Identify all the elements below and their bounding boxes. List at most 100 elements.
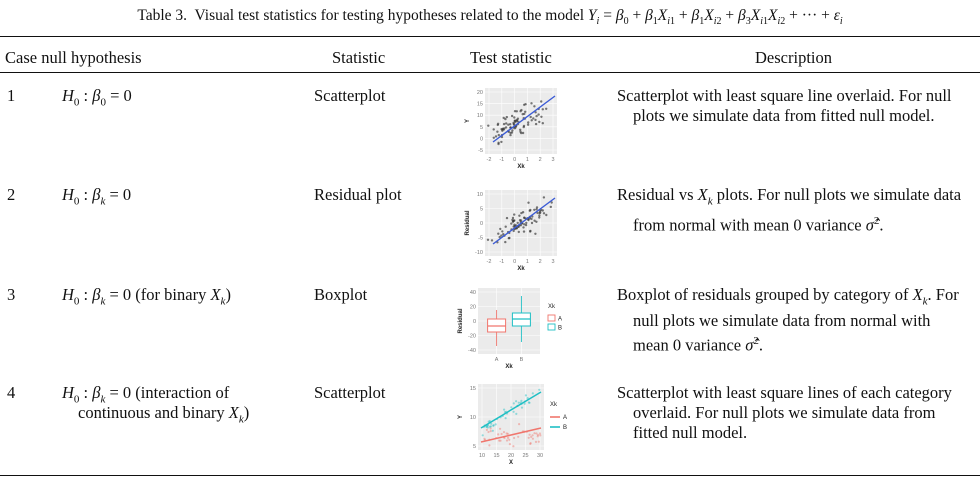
data-point: [536, 435, 539, 438]
regression-line-b: [480, 391, 542, 429]
x-tick-label: 25: [522, 453, 528, 459]
case-number: 1: [7, 86, 16, 105]
data-point: [530, 102, 533, 105]
y-tick-label: -40: [468, 348, 476, 354]
legend-key: [547, 314, 556, 322]
x-tick-label: 1: [526, 259, 529, 265]
data-point: [492, 424, 495, 427]
hypothesis: H0 : βk = 0: [62, 185, 132, 208]
data-point: [513, 116, 516, 119]
description: Residual vs Xk plots. For null plots we …: [617, 185, 962, 235]
x-tick-label: B: [520, 357, 524, 363]
data-point: [507, 123, 510, 126]
data-point: [537, 440, 540, 443]
y-axis-label: Y: [465, 119, 471, 123]
data-point: [494, 135, 498, 138]
data-point: [498, 439, 501, 442]
data-point: [522, 226, 525, 229]
data-point: [504, 240, 507, 244]
y-tick-label: 40: [470, 290, 476, 296]
data-point: [536, 433, 540, 437]
data-point: [485, 425, 488, 428]
data-point: [518, 423, 521, 426]
y-tick-label: 15: [477, 102, 483, 108]
data-point: [535, 220, 538, 223]
legend-label: A: [558, 317, 562, 323]
x-tick-label: 10: [479, 453, 485, 459]
y-tick-label: 15: [470, 386, 476, 392]
data-point: [525, 221, 528, 225]
data-point: [510, 114, 514, 118]
y-tick-label: 10: [477, 113, 483, 119]
data-point: [494, 423, 497, 426]
data-point: [491, 429, 494, 432]
data-point: [485, 425, 488, 428]
data-point: [510, 406, 513, 409]
header-case: Case null hypothesis: [5, 48, 142, 67]
y-tick-label: 20: [477, 90, 483, 96]
data-point: [527, 436, 530, 439]
data-point: [503, 408, 506, 411]
data-point: [486, 238, 490, 241]
data-point: [509, 123, 512, 126]
data-point: [489, 425, 492, 428]
data-point: [519, 224, 522, 227]
residual-plot-thumbnail: 10 5 0 -5 -10 -2 -1 0 1 2 3 Xk Residual: [455, 184, 565, 280]
data-point: [527, 201, 530, 204]
data-point: [528, 433, 531, 436]
top-rule: [0, 36, 980, 38]
y-tick-label: 5: [473, 444, 476, 450]
data-point: [496, 123, 499, 127]
data-point: [550, 201, 553, 204]
data-point: [530, 435, 533, 438]
data-point: [542, 196, 546, 199]
data-point: [513, 213, 516, 216]
data-point: [492, 128, 495, 131]
y-tick-label: 0: [480, 221, 483, 227]
data-point: [520, 211, 523, 215]
data-point: [527, 218, 530, 222]
data-point: [521, 131, 525, 135]
data-point: [524, 103, 527, 106]
x-tick-label: -1: [499, 157, 504, 163]
legend-label: B: [558, 326, 562, 332]
statistic-name: Scatterplot: [314, 86, 386, 105]
data-point: [533, 105, 536, 108]
data-point: [534, 118, 537, 122]
data-point: [497, 141, 500, 144]
data-point: [505, 216, 509, 220]
data-point: [523, 223, 526, 226]
y-tick-label: -20: [468, 334, 476, 340]
x-tick-label: 30: [537, 453, 543, 459]
description: Scatterplot with least square line overl…: [617, 86, 952, 125]
data-point: [500, 140, 503, 144]
legend-title: Xk: [548, 304, 556, 310]
statistic-name: Scatterplot: [314, 383, 386, 402]
data-point: [520, 399, 523, 402]
data-point: [527, 401, 530, 404]
data-point: [512, 121, 515, 124]
data-point: [517, 435, 520, 438]
data-point: [534, 440, 538, 443]
y-tick-label: 5: [480, 125, 483, 131]
data-point: [523, 112, 526, 116]
data-point: [523, 402, 526, 405]
data-point: [538, 214, 541, 217]
data-point: [487, 430, 490, 434]
header-description: Description: [755, 48, 832, 67]
y-tick-label: -5: [478, 236, 483, 242]
data-point: [497, 433, 500, 436]
regression-line-a: [480, 427, 542, 443]
data-point: [481, 434, 484, 437]
statistic-name: Boxplot: [314, 285, 368, 304]
y-axis-label: Y: [458, 415, 464, 419]
y-tick-label: -10: [475, 250, 483, 256]
data-point: [545, 107, 548, 110]
data-point: [502, 122, 506, 126]
data-point: [483, 437, 486, 440]
x-tick-label: A: [495, 357, 499, 363]
hypothesis: H0 : βk = 0 (interaction of: [62, 383, 230, 406]
data-point: [505, 432, 508, 435]
data-point: [508, 236, 511, 240]
y-axis-label: Residual: [458, 308, 464, 333]
